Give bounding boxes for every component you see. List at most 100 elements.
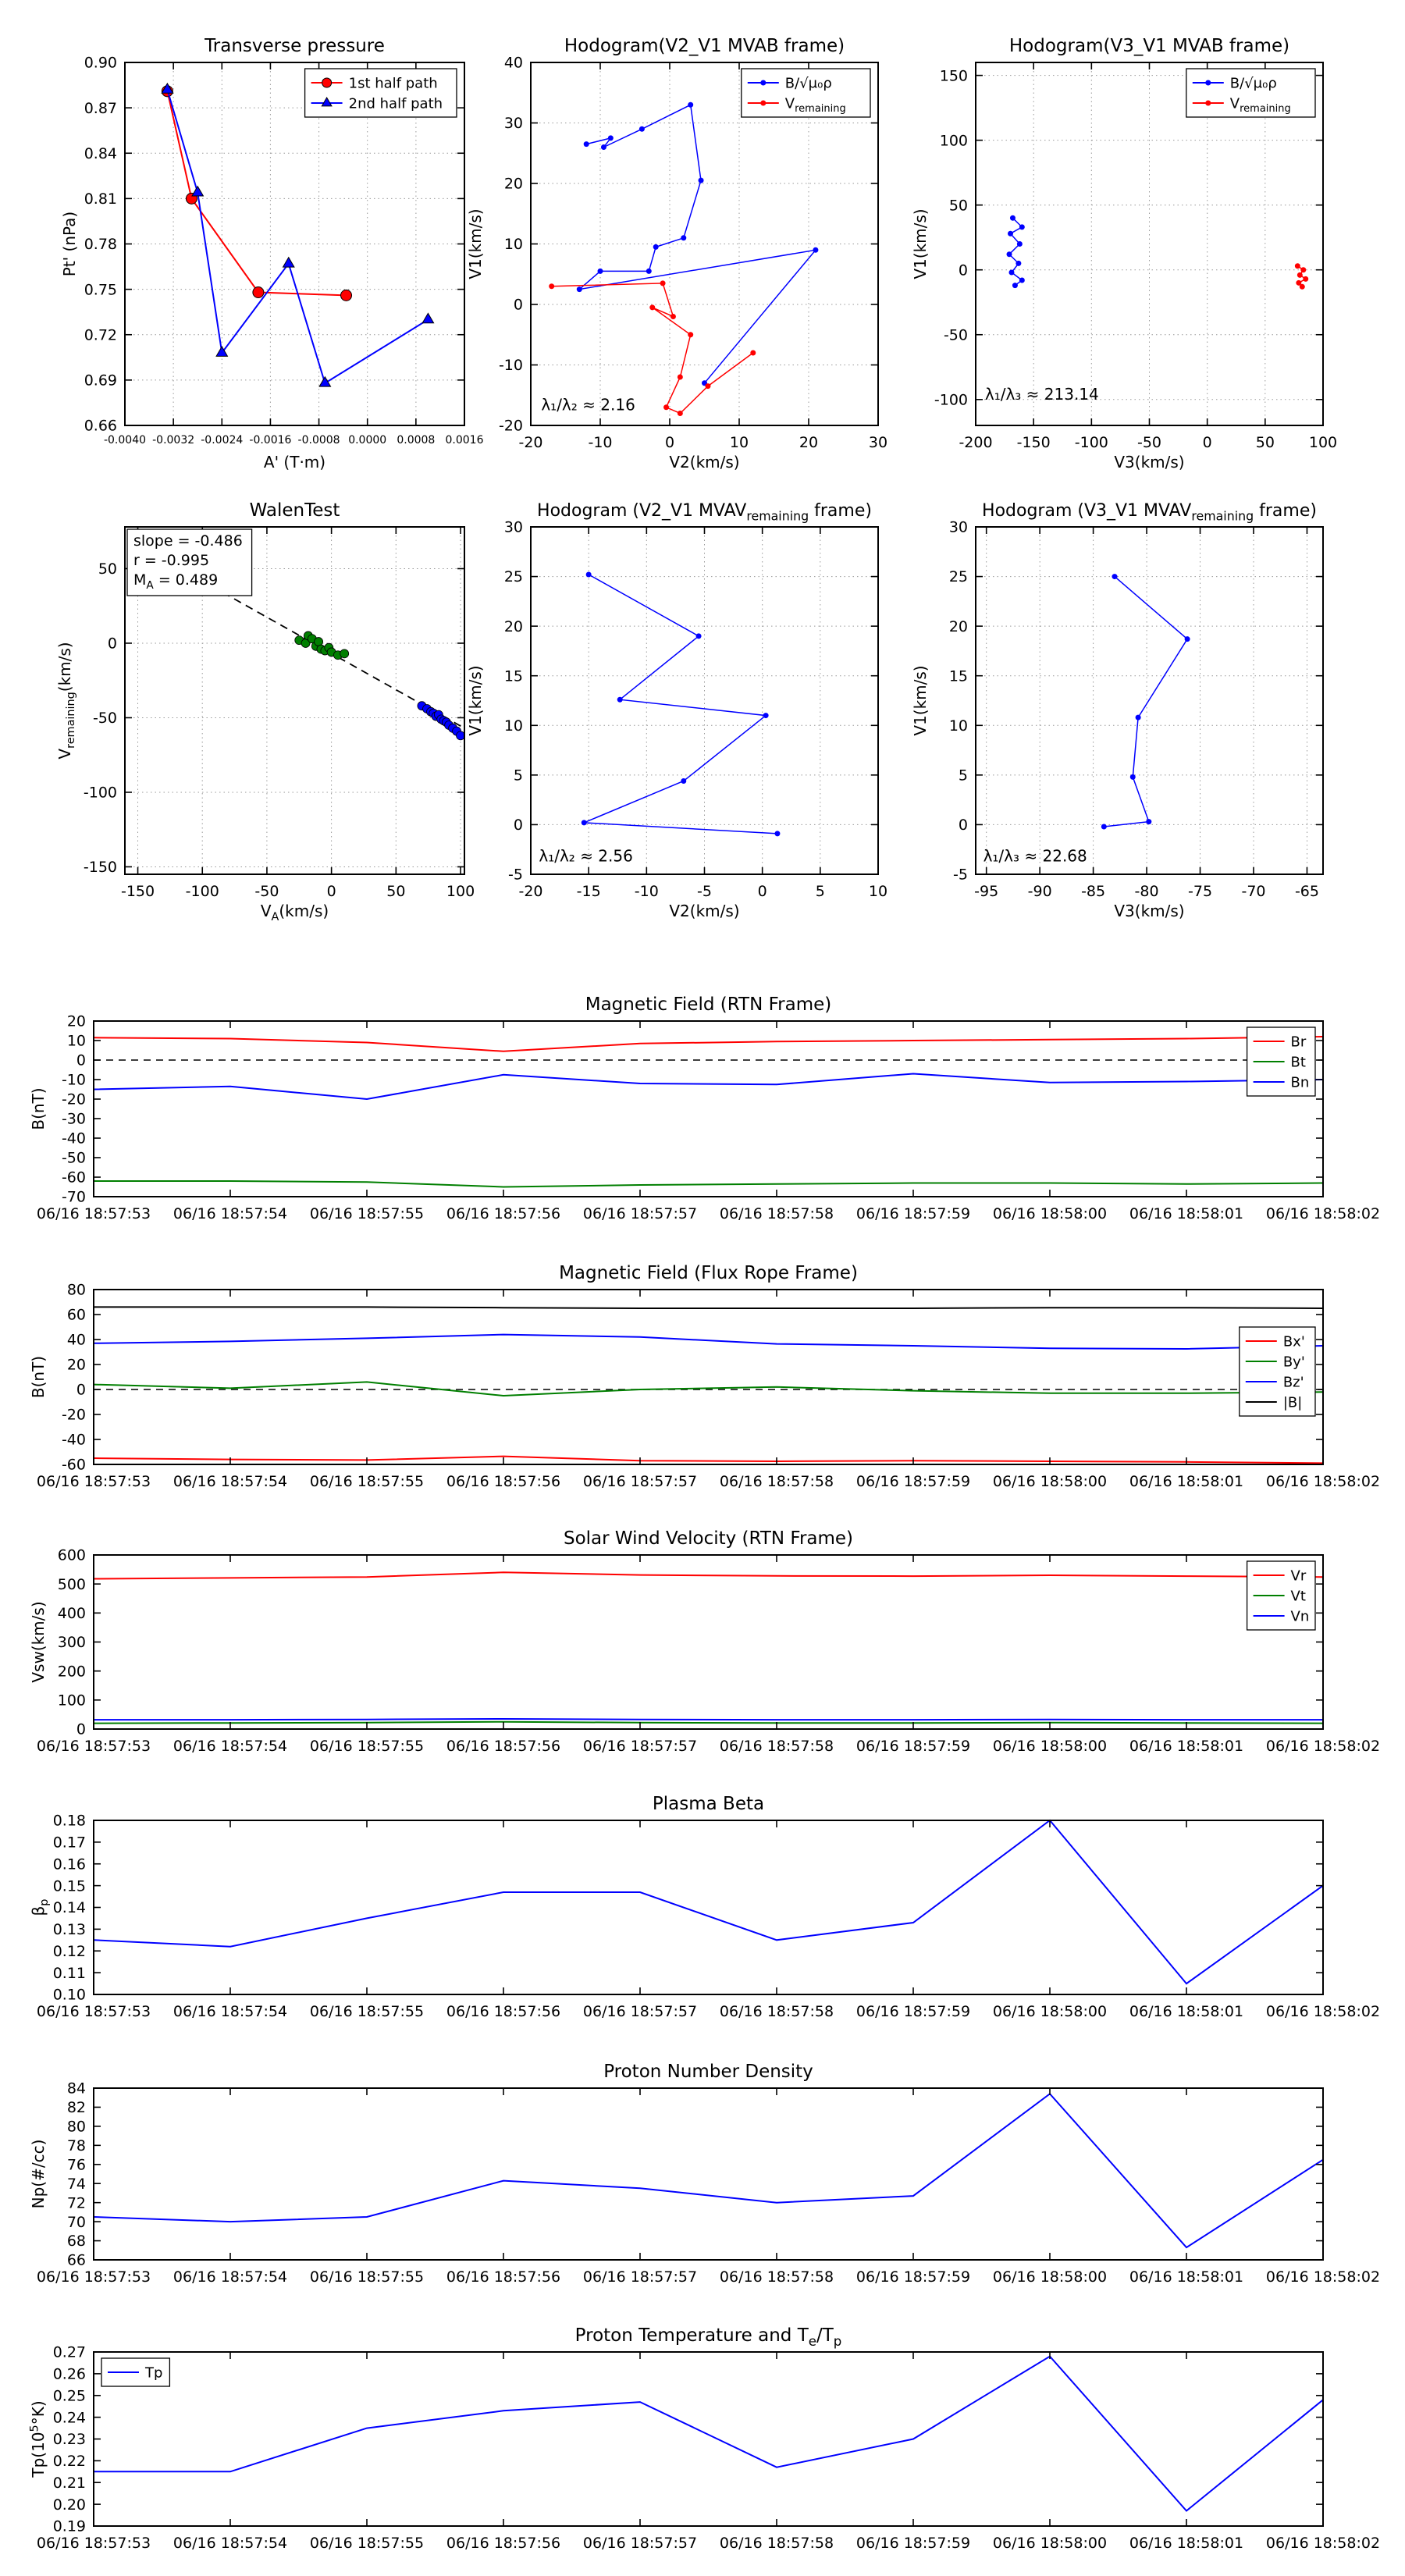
x-tick-label: 06/16 18:58:00 — [993, 2268, 1107, 2286]
x-tick-label: 06/16 18:57:53 — [37, 2268, 151, 2286]
chart-title: WalenTest — [250, 500, 340, 521]
y-tick-label: -30 — [62, 1111, 86, 1128]
x-tick-label: 0.0008 — [397, 434, 435, 447]
x-axis-label: V2(km/s) — [669, 453, 739, 471]
y-tick-label: -100 — [934, 391, 968, 408]
axes-frame — [975, 526, 1324, 875]
chart-hodogram-v3v1-mvav: -95 -90 -85 -80 -75 -70 -65 -5 0 5 10 15 20 25 30 Hodog… — [911, 501, 1324, 920]
x-tick-label: 06/16 18:57:56 — [446, 2268, 560, 2286]
y-tick-label: 78 — [67, 2137, 86, 2154]
chart-hodogram-v3v1-mvab: -200 -150 -100 -50 0 50 100 -100 -50 0 50 100 150 Hod… — [911, 36, 1337, 471]
series-bz — [93, 1333, 1324, 1350]
x-tick-label: 06/16 18:57:53 — [37, 2003, 151, 2020]
x-tick-label: 06/16 18:58:00 — [993, 1473, 1107, 1490]
x-tick-label: 50 — [386, 883, 405, 900]
legend-label: 1st half path — [349, 75, 438, 91]
y-tick-label: -40 — [62, 1432, 86, 1449]
y-tick-label: 10 — [67, 1033, 86, 1050]
y-tick-label: 10 — [949, 717, 968, 735]
x-tick-label: -75 — [1188, 883, 1212, 900]
series-blue-points — [417, 701, 465, 741]
x-tick-label: 06/16 18:58:02 — [1266, 2003, 1380, 2020]
y-tick-label: 0.18 — [53, 1813, 86, 1830]
x-tick-label: 30 — [869, 434, 887, 451]
y-tick-label: 0.13 — [53, 1921, 86, 1938]
x-tick-label: 06/16 18:57:58 — [720, 1473, 834, 1490]
x-tick-label: -10 — [635, 883, 659, 900]
y-tick-label: -20 — [499, 418, 523, 435]
chart-transverse-pressure: -0.0040 -0.0032 -0.0024 -0.0016 -0.0008 0.000… — [60, 36, 484, 471]
y-tick-label: 10 — [504, 717, 523, 735]
legend-label: Tp — [144, 2364, 162, 2381]
x-tick-label: 06/16 18:57:53 — [37, 1205, 151, 1222]
x-tick-label: -20 — [518, 434, 542, 451]
series-bt — [94, 1180, 1324, 1188]
series-beta-p — [93, 1819, 1324, 1985]
x-tick-label: 06/16 18:57:57 — [583, 2535, 697, 2552]
series-green-points — [294, 631, 350, 660]
axes-frame — [93, 2351, 1324, 2527]
x-tick-label: 06/16 18:57:59 — [856, 1473, 970, 1490]
x-axis-label: V3(km/s) — [1114, 453, 1184, 471]
x-tick-label: 0.0016 — [446, 434, 484, 447]
y-tick-label: 15 — [949, 667, 968, 685]
y-tick-label: 0 — [514, 297, 523, 314]
x-tick-label: 06/16 18:57:55 — [310, 2268, 424, 2286]
chart-vsw-rtn: 06/16 18:57:53 06/16 18:57:54 06/16 18:57:… — [29, 1528, 1380, 1755]
y-tick-label: 5 — [514, 767, 523, 785]
ticks — [530, 62, 879, 426]
series-bx — [93, 1455, 1324, 1464]
y-tick-label: 0.21 — [53, 2475, 86, 2492]
x-tick-label: 06/16 18:57:56 — [446, 2003, 560, 2020]
x-tick-label: 06/16 18:57:56 — [446, 1738, 560, 1755]
y-tick-label: 30 — [504, 519, 523, 536]
x-tick-label: 06/16 18:58:00 — [993, 2535, 1107, 2552]
chart-title: Plasma Beta — [653, 1794, 764, 1814]
y-tick-label: 70 — [67, 2214, 86, 2231]
x-tick-label: -65 — [1295, 883, 1319, 900]
legend-label: Vr — [1291, 1567, 1307, 1584]
x-tick-label: 5 — [816, 883, 825, 900]
legend-label: 2nd half path — [349, 95, 443, 112]
x-tick-label: 06/16 18:58:01 — [1129, 1738, 1243, 1755]
y-tick-label: 30 — [949, 519, 968, 536]
ticks — [530, 526, 879, 875]
y-tick-label: 0 — [108, 635, 117, 653]
y-tick-label: 80 — [67, 2119, 86, 2136]
y-tick-label: -60 — [62, 1457, 86, 1474]
x-tick-label: 06/16 18:58:01 — [1129, 2268, 1243, 2286]
ticks — [93, 2351, 1324, 2527]
x-tick-label: 06/16 18:58:01 — [1129, 2003, 1243, 2020]
x-tick-label: 0.0000 — [348, 434, 386, 447]
y-tick-label: 0.78 — [84, 236, 117, 253]
legend: Tp — [101, 2357, 171, 2387]
x-tick-label: -0.0016 — [249, 434, 291, 447]
y-tick-label: 500 — [58, 1576, 86, 1593]
y-tick-label: 0.12 — [53, 1943, 86, 1960]
axes-frame — [93, 1020, 1324, 1197]
y-tick-label: -70 — [62, 1189, 86, 1206]
x-tick-label: -150 — [1017, 434, 1051, 451]
y-tick-label: 0 — [76, 1382, 86, 1399]
x-tick-label: 10 — [869, 883, 887, 900]
x-tick-label: -150 — [121, 883, 155, 900]
info-line: slope = -0.486 — [133, 532, 243, 550]
chart-title: Solar Wind Velocity (RTN Frame) — [564, 1528, 853, 1549]
series-vr — [93, 1571, 1324, 1580]
y-tick-label: 50 — [98, 560, 117, 578]
x-tick-label: 06/16 18:57:57 — [583, 1205, 697, 1222]
x-tick-label: 06/16 18:57:53 — [37, 1473, 151, 1490]
ticks — [93, 1820, 1324, 1995]
legend-label: B/√μ₀ρ — [785, 75, 832, 91]
y-tick-label: 0.26 — [53, 2366, 86, 2383]
x-tick-label: 06/16 18:57:57 — [583, 1738, 697, 1755]
y-tick-label: 0.84 — [84, 145, 117, 162]
y-tick-label: 30 — [504, 115, 523, 132]
x-tick-label: -90 — [1028, 883, 1052, 900]
ticks — [975, 62, 1324, 425]
x-tick-label: -50 — [1137, 434, 1161, 451]
x-tick-label: 100 — [1309, 434, 1337, 451]
x-tick-label: -100 — [1075, 434, 1108, 451]
chart-title: Hodogram (V3_V1 MVAVremaining frame) — [982, 501, 1317, 524]
